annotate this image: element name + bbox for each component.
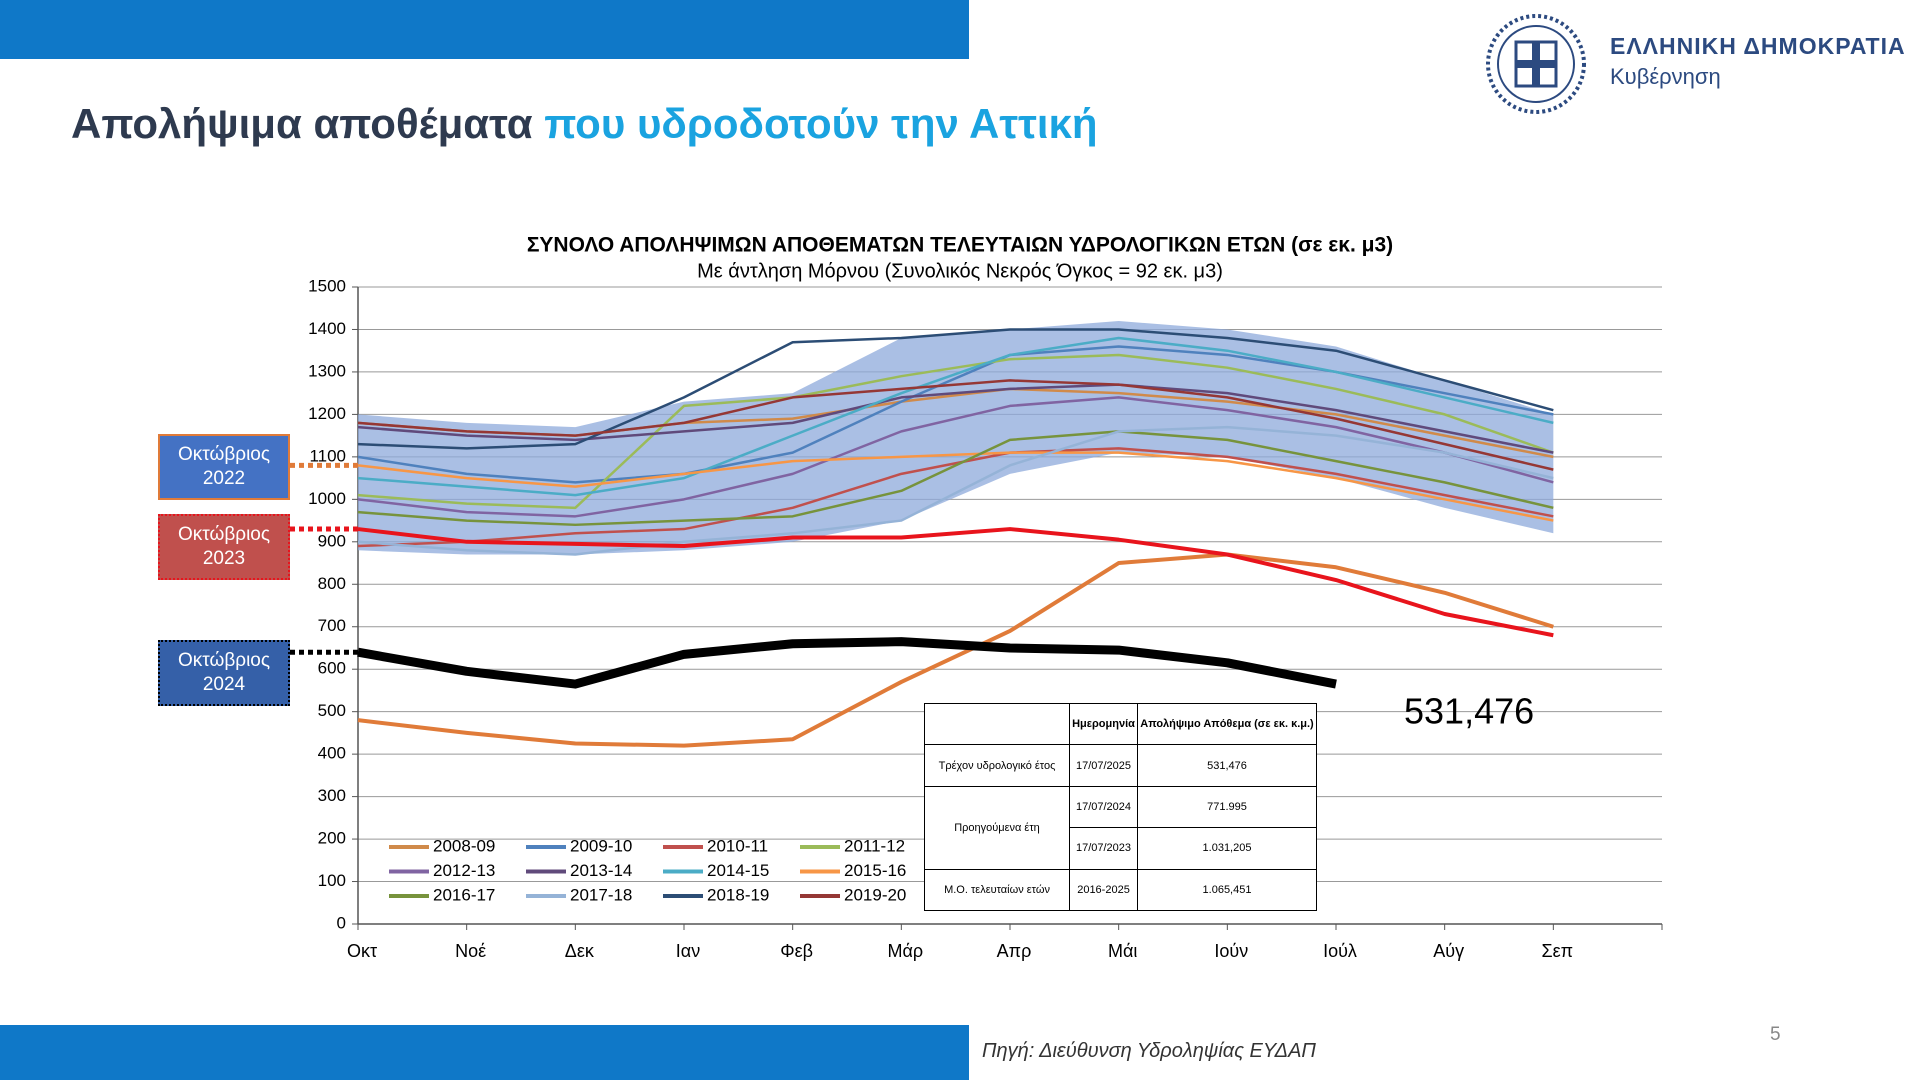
series-line — [357, 637, 1337, 689]
y-tick-label: 700 — [318, 616, 346, 635]
cell — [924, 702, 1070, 746]
series-line — [357, 336, 1554, 497]
x-tick-label: Οκτ — [347, 941, 377, 961]
y-tick-label: 1400 — [308, 319, 346, 338]
series-line — [357, 379, 1554, 471]
cell: 2016-2025 — [1068, 868, 1139, 912]
x-tick-label: Φεβ — [780, 941, 813, 961]
org-sub: Κυβέρνηση — [1610, 64, 1721, 89]
y-tick-label: 800 — [318, 574, 346, 593]
legend-label: 2013-14 — [570, 861, 632, 880]
title-part: που υδροδοτούν την Αττική — [544, 100, 1098, 147]
y-tick-label: 100 — [318, 871, 346, 890]
series-line — [357, 425, 1554, 556]
bottom-bar — [0, 1025, 969, 1080]
chart-title: ΣΥΝΟΛΟ ΑΠΟΛΗΨΙΜΩΝ ΑΠΟΘΕΜΑΤΩΝ ΤΕΛΕΥΤΑΙΩΝ … — [527, 234, 1393, 257]
emblem — [1486, 14, 1586, 114]
cell: Μ.Ο. τελευταίων ετών — [924, 868, 1070, 912]
slide-title: Απολήψιμα αποθέματα που υδροδοτούν την Α… — [71, 100, 1098, 148]
y-tick-label: 500 — [318, 701, 346, 720]
source: Πηγή: Διεύθυνση Υδροληψίας ΕΥΔΑΠ — [982, 1040, 1316, 1062]
x-tick-label: Ιούν — [1214, 941, 1248, 961]
cell: 17/07/2023 — [1068, 827, 1139, 870]
x-tick-label: Δεκ — [565, 941, 595, 961]
x-tick-label: Σεπ — [1542, 941, 1574, 961]
legend-label: 2010-11 — [707, 836, 768, 855]
x-tick-label: Μάρ — [888, 941, 924, 961]
y-tick-label: 900 — [318, 531, 346, 550]
chart-subtitle: Με άντληση Μόρνου (Συνολικός Νεκρός Όγκο… — [697, 260, 1223, 282]
org-name: ΕΛΛΗΝΙΚΗ ΔΗΜΟΚΡΑΤΙΑ — [1610, 33, 1906, 59]
callout: Οκτώβριος 2023 — [158, 514, 290, 580]
legend-label: 2015-16 — [844, 861, 906, 880]
cell: 771.995 — [1137, 785, 1317, 829]
series-line — [357, 396, 1554, 518]
series-line — [357, 328, 1554, 450]
annotation: 531,476 — [1404, 691, 1534, 732]
legend-label: 2011-12 — [844, 836, 905, 855]
cell: Ημερομηνία — [1068, 702, 1139, 746]
series-line — [357, 451, 1554, 522]
page-number: 5 — [1770, 1024, 1781, 1045]
chart: ΣΥΝΟΛΟ ΑΠΟΛΗΨΙΜΩΝ ΑΠΟΘΕΜΑΤΩΝ ΤΕΛΕΥΤΑΙΩΝ … — [290, 234, 1663, 961]
series-line — [357, 447, 1554, 548]
y-tick-label: 1200 — [308, 404, 346, 423]
y-tick-label: 300 — [318, 786, 346, 805]
legend-label: 2019-20 — [844, 885, 906, 904]
y-tick-label: 200 — [318, 829, 346, 848]
y-tick-label: 600 — [318, 659, 346, 678]
top-bar — [0, 0, 969, 59]
y-tick-label: 400 — [318, 744, 346, 763]
series-line — [357, 383, 1554, 454]
callout: Οκτώβριος 2024 — [158, 640, 290, 706]
legend-label: 2008-09 — [433, 836, 495, 855]
legend-label: 2012-13 — [433, 861, 495, 880]
y-tick-label: 0 — [337, 913, 346, 932]
title-part: Απολήψιμα αποθέματα — [71, 100, 533, 147]
y-tick-label: 1100 — [309, 446, 346, 465]
legend-label: 2009-10 — [570, 836, 632, 855]
y-tick-label: 1000 — [308, 489, 346, 508]
legend-label: 2016-17 — [433, 885, 495, 904]
cell: Τρέχον υδρολογικό έτος — [924, 744, 1070, 787]
data-table: Ημερομηνία Απολήψιμο Απόθεμα (σε εκ. κ.μ.… — [924, 702, 1317, 912]
cell: 1.065,451 — [1137, 868, 1317, 912]
cell: 17/07/2024 — [1068, 785, 1139, 829]
cell: Απολήψιμο Απόθεμα (σε εκ. κ.μ.) — [1137, 702, 1317, 746]
callout: Οκτώβριος 2022 — [158, 434, 290, 500]
y-tick-label: 1500 — [308, 276, 346, 295]
series-line — [357, 552, 1554, 748]
cell: Προηγούμενα έτη — [924, 785, 1070, 870]
x-tick-label: Ιούλ — [1323, 941, 1357, 961]
cell: 531,476 — [1137, 744, 1317, 787]
cell: 17/07/2025 — [1068, 744, 1139, 787]
x-tick-label: Απρ — [997, 941, 1032, 961]
x-tick-label: Ιαν — [676, 941, 700, 961]
legend-label: 2018-19 — [707, 885, 769, 904]
series-line — [357, 527, 1554, 638]
x-tick-label: Αύγ — [1433, 941, 1464, 961]
range-band — [358, 320, 1554, 555]
legend-label: 2014-15 — [707, 861, 769, 880]
x-tick-label: Νοέ — [455, 941, 486, 961]
legend-label: 2017-18 — [570, 885, 632, 904]
cell: 1.031,205 — [1137, 827, 1317, 870]
y-tick-label: 1300 — [308, 361, 346, 380]
series-line — [357, 430, 1554, 527]
series-line — [357, 353, 1554, 510]
x-tick-label: Μάι — [1108, 941, 1137, 961]
